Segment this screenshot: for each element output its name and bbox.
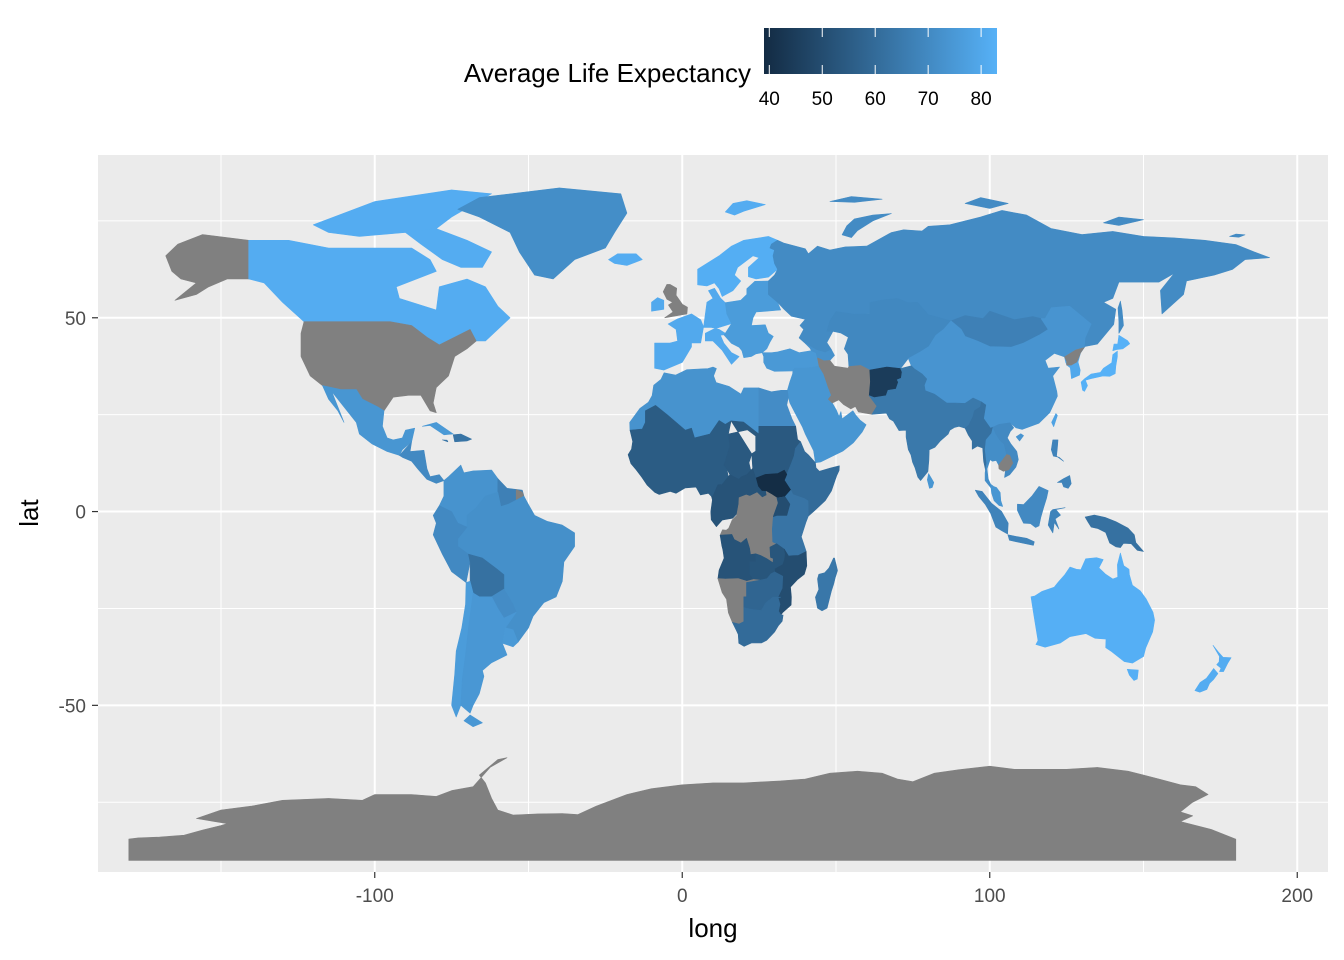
region-hokkaido [1112,334,1130,351]
y-tick-label: -50 [59,696,86,717]
region-taiwan [1051,413,1058,427]
legend-ticks: 40 50 60 70 80 [759,28,992,110]
region-hainan [1015,433,1024,442]
region-sri-lanka [927,473,935,489]
plot-panel [98,155,1328,872]
region-ireland [651,297,665,312]
legend-tick-label: 60 [865,89,886,110]
region-franz-josef-land [829,196,883,203]
y-tick-label: 50 [65,309,86,330]
region-wrangel [1229,233,1246,238]
legend-tick-label: 40 [759,89,780,110]
region-japan-honshu [1080,350,1118,392]
region-nz-south [1194,668,1219,693]
legend-tick-label: 50 [812,89,833,110]
x-tick-label: -100 [356,886,394,907]
region-alaska [165,234,249,301]
legend: Average Life Expectancy 40 50 60 70 80 [464,28,997,110]
region-central-america [399,441,445,484]
region-western-europe [654,288,740,371]
region-severnaya-zemlya [964,197,1009,209]
region-uruguay [502,627,519,648]
y-axis-title: lat [14,498,44,526]
legend-title: Average Life Expectancy [464,58,751,88]
region-uk-ireland [662,284,688,319]
x-tick-label: 100 [974,886,1006,907]
region-nz-north [1212,645,1232,672]
region-sulawesi [1047,507,1066,534]
map-regions [128,187,1270,861]
region-antarctica [128,757,1237,861]
region-iceland [608,253,643,266]
region-mozambique-malawi [774,548,808,616]
region-tierra-del-fuego [463,714,483,727]
region-south-africa [732,596,784,647]
region-sakhalin [1117,300,1124,334]
region-baffin-island [405,228,492,268]
region-cambodia [998,454,1014,472]
region-new-guinea [1084,514,1144,552]
legend-colorbar [764,28,997,74]
region-cuba-dark [442,439,449,443]
x-tick-label: 0 [677,886,688,907]
x-axis: -100 0 100 200 [356,872,1313,907]
region-central-eastern-europe [723,280,781,358]
region-svalbard [725,200,766,216]
y-axis: -50 0 50 [59,309,98,717]
region-scandinavia [697,236,778,297]
region-novaya-zemlya [841,213,892,238]
region-new-siberian-islands [1103,216,1144,226]
legend-tick-label: 70 [918,89,939,110]
region-philippines-mindanao [1057,475,1072,489]
region-tasmania [1126,669,1139,681]
region-caribbean [422,422,454,436]
region-uganda-tanzania-dark [773,496,791,517]
region-canadian-arctic-islands [313,189,492,237]
legend-tick-label: 80 [971,89,992,110]
region-borneo [1017,486,1049,528]
region-greenland [457,187,628,280]
region-hispaniola [452,433,472,443]
region-madagascar [815,557,838,612]
region-argentina [460,592,517,714]
region-middle-east [787,365,867,463]
region-sumatra [975,489,1009,535]
x-tick-label: 200 [1281,886,1313,907]
region-philippines-luzon [1051,439,1064,462]
region-malaysia-peninsula [990,484,1003,507]
region-australia [1030,552,1155,664]
region-north-korea [1064,347,1085,366]
y-tick-label: 0 [75,503,86,524]
x-axis-title: long [688,913,737,943]
region-java [1007,534,1035,546]
